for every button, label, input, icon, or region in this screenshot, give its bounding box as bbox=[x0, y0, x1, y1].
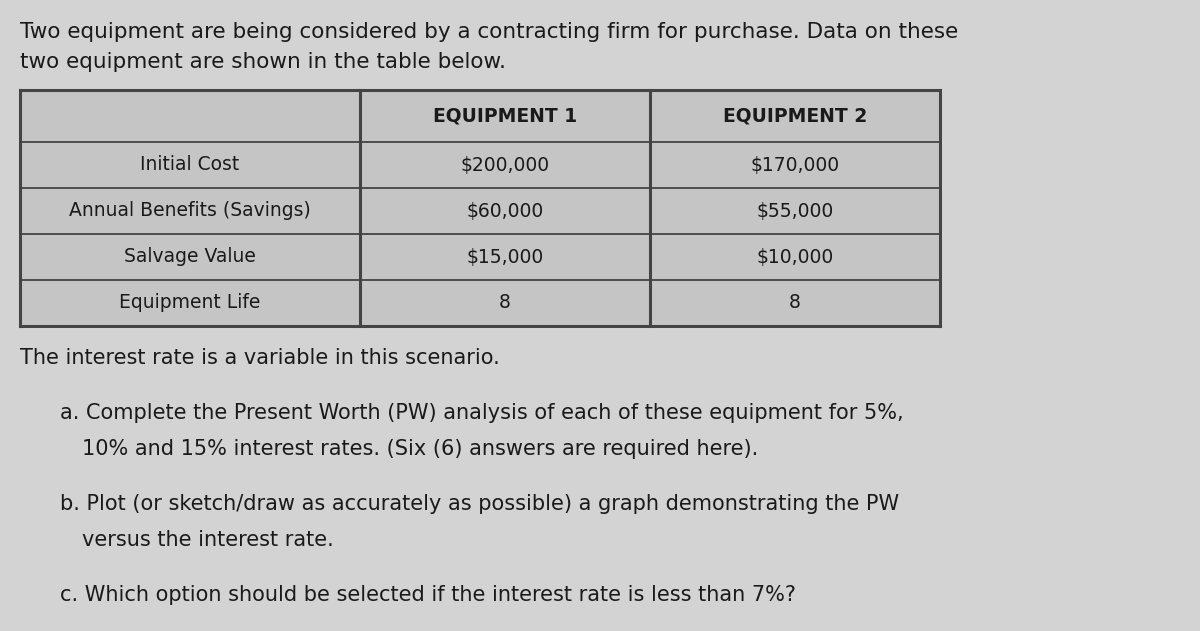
Text: 8: 8 bbox=[790, 293, 800, 312]
Text: two equipment are shown in the table below.: two equipment are shown in the table bel… bbox=[20, 52, 506, 72]
Text: $15,000: $15,000 bbox=[467, 247, 544, 266]
Bar bbox=[20, 90, 940, 326]
Text: 10% and 15% interest rates. (Six (6) answers are required here).: 10% and 15% interest rates. (Six (6) ans… bbox=[82, 439, 758, 459]
Text: The interest rate is a variable in this scenario.: The interest rate is a variable in this … bbox=[20, 348, 499, 368]
Text: a. Complete the Present Worth (PW) analysis of each of these equipment for 5%,: a. Complete the Present Worth (PW) analy… bbox=[60, 403, 904, 423]
Text: $200,000: $200,000 bbox=[461, 155, 550, 175]
Text: c. Which option should be selected if the interest rate is less than 7%?: c. Which option should be selected if th… bbox=[60, 585, 796, 605]
Text: EQUIPMENT 1: EQUIPMENT 1 bbox=[433, 107, 577, 126]
Text: Annual Benefits (Savings): Annual Benefits (Savings) bbox=[70, 201, 311, 220]
Text: Salvage Value: Salvage Value bbox=[124, 247, 256, 266]
Text: b. Plot (or sketch/draw as accurately as possible) a graph demonstrating the PW: b. Plot (or sketch/draw as accurately as… bbox=[60, 494, 899, 514]
Text: 8: 8 bbox=[499, 293, 511, 312]
Text: $60,000: $60,000 bbox=[467, 201, 544, 220]
Text: $10,000: $10,000 bbox=[756, 247, 834, 266]
Text: Initial Cost: Initial Cost bbox=[140, 155, 240, 175]
Text: EQUIPMENT 2: EQUIPMENT 2 bbox=[722, 107, 868, 126]
Text: Equipment Life: Equipment Life bbox=[119, 293, 260, 312]
Text: $55,000: $55,000 bbox=[756, 201, 834, 220]
Text: Two equipment are being considered by a contracting firm for purchase. Data on t: Two equipment are being considered by a … bbox=[20, 22, 959, 42]
Text: $170,000: $170,000 bbox=[750, 155, 840, 175]
Text: versus the interest rate.: versus the interest rate. bbox=[82, 530, 334, 550]
